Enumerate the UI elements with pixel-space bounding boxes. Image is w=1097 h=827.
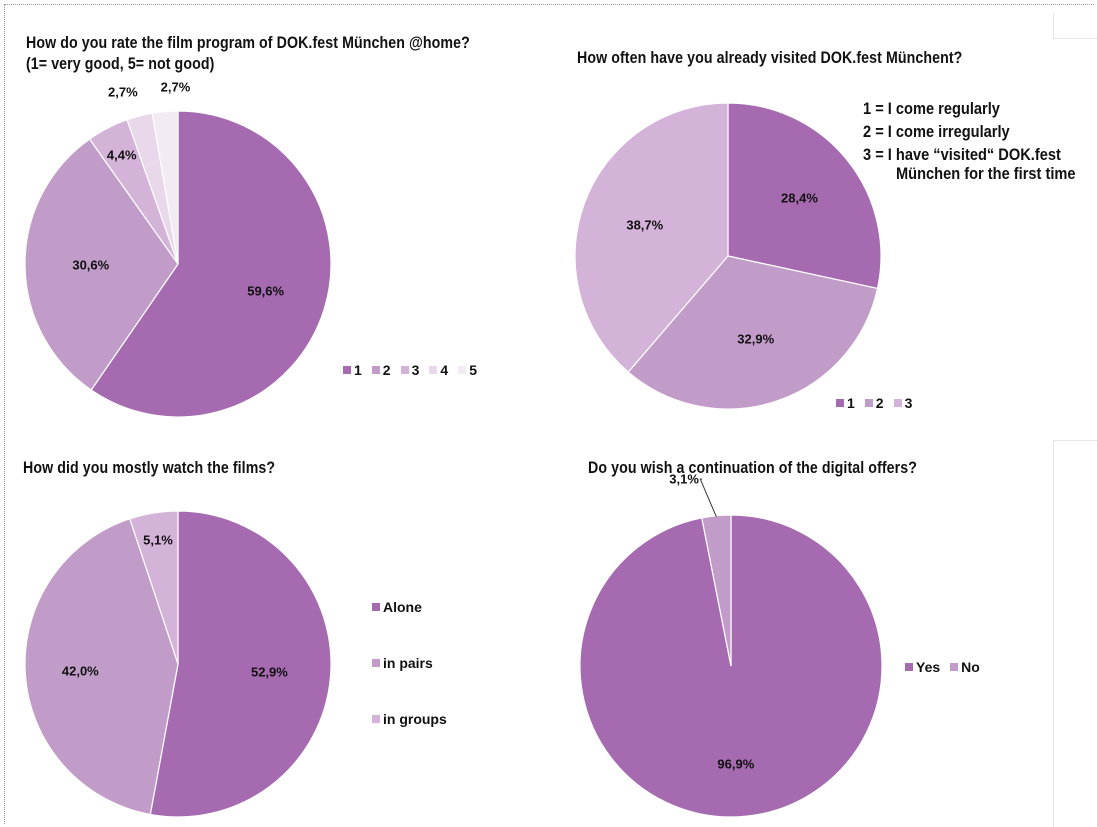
legend-label: 1 — [847, 395, 855, 411]
pie-slice-1 — [90, 110, 332, 418]
legend-swatch — [905, 663, 913, 671]
legend-label: Alone — [383, 599, 422, 615]
data-label: 32,9% — [737, 331, 775, 347]
page-frame — [4, 4, 1094, 824]
legend-swatch — [400, 366, 409, 374]
pie-slice-3 — [574, 102, 729, 373]
data-label: 28,4% — [781, 190, 818, 206]
legend-item: 1 — [836, 395, 855, 411]
chart-legend: 1 2 3 4 5 — [343, 362, 477, 378]
data-label: 52,9% — [250, 664, 288, 680]
legend-label: Yes — [916, 659, 941, 675]
legend-item: 1 — [343, 362, 362, 378]
legend-item: Yes — [905, 659, 940, 675]
legend-swatch — [372, 659, 380, 667]
data-label: 2,7% — [160, 79, 191, 95]
pie-slice-2 — [24, 138, 179, 391]
data-label: 3,1% — [669, 471, 699, 487]
panel-divider — [1053, 440, 1054, 827]
panel-divider — [1053, 14, 1054, 38]
pie-slice-alone — [149, 510, 332, 818]
legend-item: Alone — [372, 579, 422, 635]
legend-item: 3 — [400, 362, 420, 378]
legend-swatch — [372, 603, 380, 611]
legend-label: 1 — [354, 362, 362, 378]
data-label: 30,6% — [72, 257, 110, 273]
legend-item: in pairs — [372, 635, 433, 691]
legend-item: in groups — [372, 691, 447, 747]
legend-label: 3 — [904, 395, 913, 411]
chart-legend: Yes No — [905, 659, 980, 675]
legend-item: 5 — [458, 362, 477, 378]
pie-slice-5 — [151, 110, 179, 265]
data-label: 4,4% — [106, 147, 137, 163]
pie-slice-1 — [727, 102, 882, 290]
data-label: 2,7% — [108, 84, 138, 100]
legend-swatch — [864, 399, 873, 407]
panel-divider — [1053, 38, 1097, 39]
legend-swatch — [429, 366, 438, 374]
pie-slice-in-groups — [129, 510, 179, 665]
key-line-3: 3 = I have “visited“ DOK.fest — [863, 145, 1061, 164]
legend-swatch — [458, 366, 467, 374]
label-leader-line — [699, 478, 717, 517]
legend-swatch — [950, 663, 959, 671]
key-line-1: 1 = I come regularly — [863, 99, 1000, 118]
legend-label: 2 — [382, 362, 391, 378]
legend-swatch — [893, 399, 902, 407]
legend-swatch — [371, 366, 380, 374]
legend-item: 2 — [864, 395, 884, 411]
key-line-4: München for the first time — [896, 164, 1076, 183]
legend-label: No — [961, 659, 980, 675]
data-label: 38,7% — [626, 217, 664, 233]
pie-slice-in-pairs — [24, 518, 179, 816]
legend-item: 2 — [371, 362, 391, 378]
key-line-2: 2 = I come irregularly — [863, 122, 1010, 141]
chart-title: How do you rate the film program of DOK.… — [26, 34, 470, 52]
data-label: 59,6% — [247, 283, 285, 299]
legend-label: in groups — [383, 711, 447, 727]
legend-swatch — [343, 366, 351, 374]
legend-swatch — [372, 715, 380, 723]
legend-label: 4 — [440, 362, 449, 378]
chart-subtitle: (1= very good, 5= not good) — [26, 55, 215, 73]
legend-label: in pairs — [383, 655, 433, 671]
chart-legend: Alone in pairs in groups — [372, 579, 447, 747]
legend-item: No — [950, 659, 980, 675]
panel-divider — [1053, 440, 1097, 441]
data-label: 96,9% — [717, 756, 755, 772]
legend-label: 3 — [411, 362, 420, 378]
legend-item: 3 — [893, 395, 913, 411]
chart-legend: 1 2 3 — [836, 395, 912, 411]
chart-title: How did you mostly watch the films? — [23, 459, 276, 477]
data-label: 42,0% — [61, 663, 99, 679]
legend-label: 2 — [875, 395, 884, 411]
legend-item: 4 — [429, 362, 448, 378]
data-label: 5,1% — [143, 532, 173, 548]
pie-slice-2 — [627, 255, 879, 410]
chart-title: Do you wish a continuation of the digita… — [588, 459, 918, 477]
legend-swatch — [836, 399, 844, 407]
chart-title: How often have you already visited DOK.f… — [577, 49, 963, 67]
legend-label: 5 — [469, 362, 477, 378]
